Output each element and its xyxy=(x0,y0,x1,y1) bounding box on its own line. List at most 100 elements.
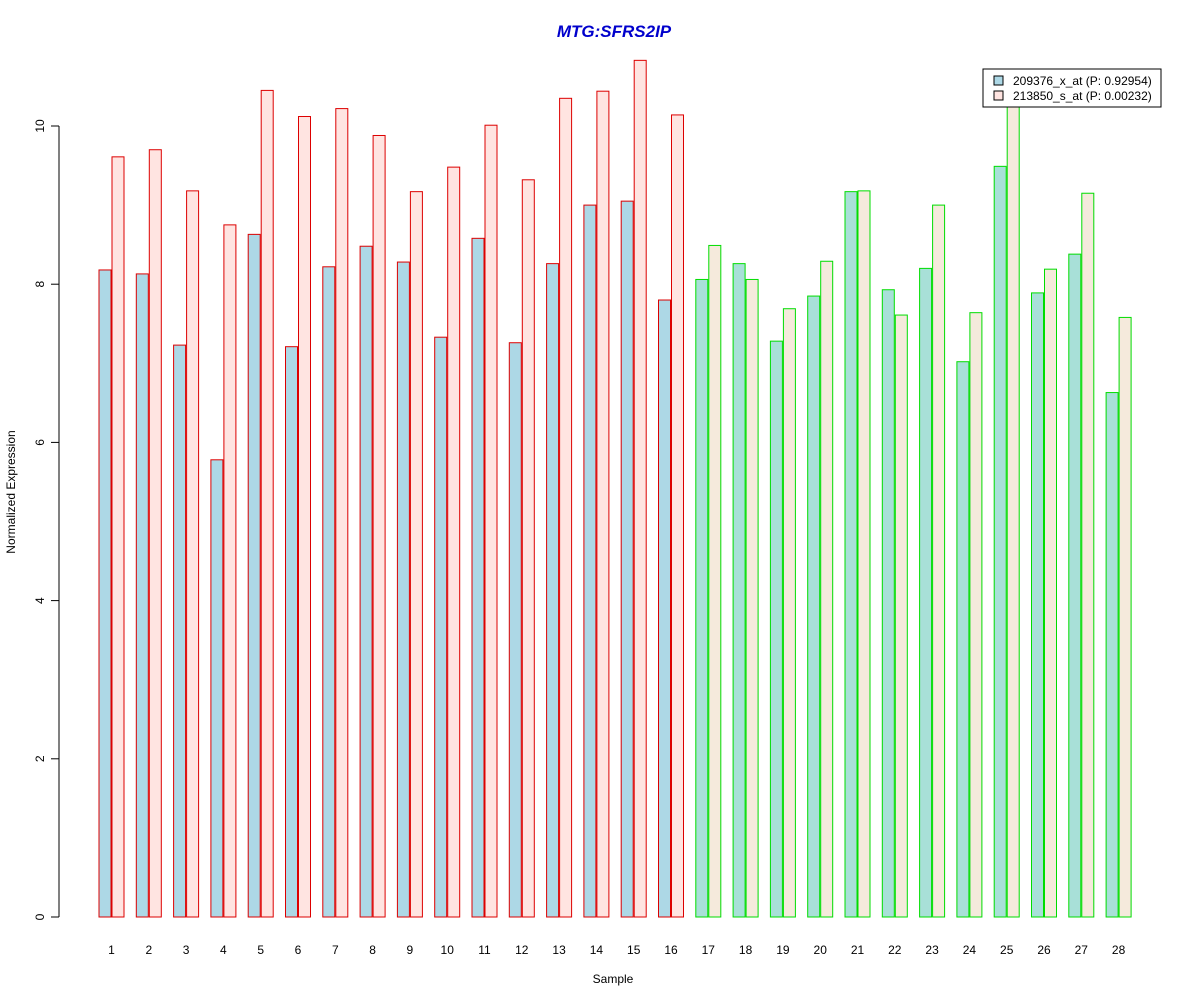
bar-series-1-sample-7 xyxy=(322,266,336,918)
bar-series-1-sample-8 xyxy=(359,245,373,918)
x-tick-label: 16 xyxy=(664,943,678,957)
bar-series-1-sample-11 xyxy=(471,237,485,918)
bar-series-2-sample-19 xyxy=(782,308,796,918)
bar-series-2-sample-18 xyxy=(745,278,759,918)
legend-box xyxy=(982,68,1162,108)
bar-series-1-sample-18 xyxy=(732,263,746,918)
x-tick-label: 6 xyxy=(295,943,302,957)
bar-series-2-sample-24 xyxy=(969,312,983,918)
bar-series-2-sample-3 xyxy=(186,190,200,918)
x-tick-label: 28 xyxy=(1112,943,1126,957)
x-tick-label: 19 xyxy=(776,943,790,957)
bar-series-1-sample-3 xyxy=(173,344,187,918)
bar-series-2-sample-15 xyxy=(633,59,647,918)
bar-series-1-sample-12 xyxy=(508,342,522,918)
bar-series-2-sample-20 xyxy=(820,260,834,918)
x-tick-label: 14 xyxy=(590,943,604,957)
x-tick-label: 25 xyxy=(1000,943,1014,957)
legend-swatch-series-1 xyxy=(993,75,1004,86)
bar-series-1-sample-22 xyxy=(881,289,895,918)
y-tick-label: 4 xyxy=(33,597,47,604)
legend-swatch-series-2 xyxy=(993,90,1004,101)
bar-series-2-sample-5 xyxy=(260,89,274,918)
bar-series-1-sample-20 xyxy=(807,295,821,918)
x-tick-labels: 1 2 3 4 5 6 7 8 9 10 11 12 13 14 15 16 17 18 19 20 21 22 23 24 2… xyxy=(108,943,1125,957)
bar-series-2-sample-7 xyxy=(335,108,349,918)
bar-series-1-sample-2 xyxy=(135,273,149,918)
bar-series-2-sample-26 xyxy=(1044,268,1057,918)
x-tick-label: 5 xyxy=(257,943,264,957)
bar-series-2-sample-10 xyxy=(447,166,461,918)
bar-series-1-sample-27 xyxy=(1068,253,1082,918)
bar-series-2-sample-28 xyxy=(1118,316,1132,918)
bar-series-2-sample-4 xyxy=(223,224,237,918)
x-tick-label: 1 xyxy=(108,943,115,957)
bar-series-1-sample-4 xyxy=(210,459,224,918)
bar-series-2-sample-21 xyxy=(857,190,871,918)
y-tick-label: 8 xyxy=(33,281,47,288)
y-tick-label: 0 xyxy=(33,913,47,920)
x-tick-label: 23 xyxy=(925,943,939,957)
bar-series-1-sample-26 xyxy=(1031,292,1044,918)
bar-series-1-sample-24 xyxy=(956,361,970,918)
x-tick-label: 7 xyxy=(332,943,339,957)
y-tick-label: 6 xyxy=(33,439,47,446)
x-axis-label: Sample xyxy=(593,972,634,986)
bar-series-1-sample-10 xyxy=(434,336,448,918)
bar-series-1-sample-21 xyxy=(844,191,858,918)
bar-series-2-sample-16 xyxy=(671,114,684,918)
x-tick-label: 8 xyxy=(369,943,376,957)
bar-series-1-sample-28 xyxy=(1105,392,1119,918)
legend-label-series-1: 209376_x_at (P: 0.92954) xyxy=(1013,74,1152,88)
x-tick-label: 10 xyxy=(441,943,455,957)
x-tick-label: 11 xyxy=(478,943,491,957)
x-tick-label: 21 xyxy=(851,943,865,957)
bar-series-2-sample-9 xyxy=(409,191,423,918)
legend-label-series-2: 213850_s_at (P: 0.00232) xyxy=(1013,89,1152,103)
bar-series-2-sample-11 xyxy=(484,124,498,918)
y-axis: 0 2 4 6 8 10 xyxy=(33,119,60,920)
bar-series-2-sample-27 xyxy=(1081,192,1095,918)
bar-series-1-sample-16 xyxy=(658,299,671,918)
bar-series-2-sample-25 xyxy=(1006,105,1020,918)
x-tick-label: 18 xyxy=(739,943,753,957)
x-tick-label: 4 xyxy=(220,943,227,957)
bar-series-1-sample-17 xyxy=(695,278,709,918)
bar-series-2-sample-12 xyxy=(521,179,535,918)
y-tick-label: 10 xyxy=(33,119,47,133)
bar-series-2-sample-8 xyxy=(372,134,386,918)
bar-series-1-sample-5 xyxy=(247,233,261,918)
bar-series-1-sample-15 xyxy=(620,200,634,918)
x-tick-label: 2 xyxy=(145,943,152,957)
x-tick-label: 15 xyxy=(627,943,641,957)
legend: 209376_x_at (P: 0.92954) 213850_s_at (P:… xyxy=(982,68,1162,108)
bar-series-1-sample-13 xyxy=(546,263,560,918)
x-tick-label: 22 xyxy=(888,943,902,957)
bar-series-2-sample-17 xyxy=(708,244,722,918)
x-tick-label: 27 xyxy=(1075,943,1089,957)
bar-series-1-sample-25 xyxy=(993,165,1007,918)
bar-series-1-sample-1 xyxy=(98,269,112,918)
bar-series-1-sample-9 xyxy=(396,261,410,918)
x-tick-label: 24 xyxy=(963,943,977,957)
bar-series-1-sample-14 xyxy=(583,204,597,918)
x-tick-label: 20 xyxy=(814,943,828,957)
x-tick-label: 9 xyxy=(407,943,414,957)
chart-title: MTG:SFRS2IP xyxy=(557,22,672,41)
bar-series-2-sample-1 xyxy=(111,156,125,918)
x-tick-label: 13 xyxy=(552,943,566,957)
bars-group xyxy=(98,59,1132,918)
x-tick-label: 3 xyxy=(183,943,190,957)
bar-series-1-sample-23 xyxy=(919,267,933,918)
y-axis-label: Normalized Expression xyxy=(4,430,18,553)
bar-series-2-sample-22 xyxy=(894,314,908,918)
bar-series-2-sample-2 xyxy=(148,149,162,918)
bar-series-2-sample-23 xyxy=(932,204,946,918)
y-tick-label: 2 xyxy=(33,755,47,762)
bar-series-2-sample-14 xyxy=(596,90,610,918)
bar-series-1-sample-6 xyxy=(285,346,298,918)
bar-series-1-sample-19 xyxy=(769,340,783,918)
x-tick-label: 17 xyxy=(702,943,716,957)
bar-series-2-sample-13 xyxy=(559,97,573,918)
